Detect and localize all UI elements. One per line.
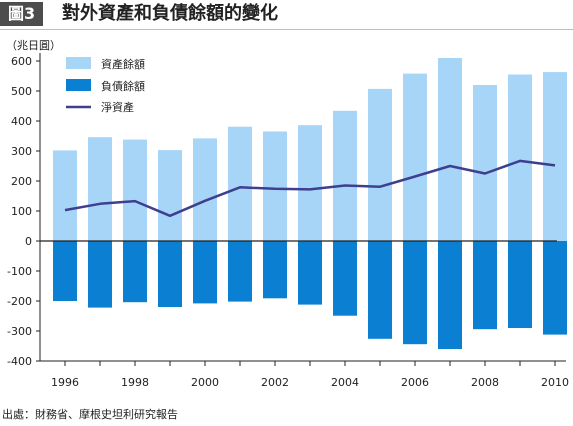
- liability-bar: [333, 241, 357, 316]
- liability-bar: [403, 241, 427, 345]
- legend-swatch-assets: [66, 57, 91, 69]
- asset-bar: [193, 138, 217, 241]
- x-tick-label: 2002: [261, 376, 289, 389]
- y-tick-label: 0: [25, 235, 32, 248]
- y-tick-label: 400: [11, 115, 32, 128]
- y-tick-label: -200: [7, 295, 32, 308]
- liability-bar: [368, 241, 392, 339]
- x-tick-label: 2010: [541, 376, 569, 389]
- x-tick-label: 1998: [121, 376, 149, 389]
- y-tick-label: -300: [7, 325, 32, 338]
- y-tick-label: -100: [7, 265, 32, 278]
- liability-bar: [438, 241, 462, 349]
- asset-bar: [368, 88, 392, 242]
- y-tick-label: 100: [11, 205, 32, 218]
- liability-bar: [263, 241, 287, 299]
- asset-bar: [543, 72, 567, 241]
- x-tick-label: 2000: [191, 376, 219, 389]
- y-tick-label: -400: [7, 355, 32, 368]
- legend-label-net: 淨資產: [101, 100, 134, 114]
- asset-bar: [438, 58, 462, 241]
- y-tick-label: 300: [11, 145, 32, 158]
- y-axis-unit-label: （兆日圓）: [6, 39, 61, 52]
- x-tick-label: 2004: [331, 376, 359, 389]
- asset-bar: [508, 74, 532, 241]
- asset-bar: [228, 126, 252, 241]
- liability-bar: [473, 241, 497, 330]
- y-tick-label: 600: [11, 55, 32, 68]
- liability-bar: [298, 241, 322, 305]
- x-tick-label: 2006: [401, 376, 429, 389]
- header-divider: [0, 29, 573, 30]
- asset-bar: [88, 137, 112, 241]
- asset-bar: [123, 139, 147, 241]
- liability-bar: [543, 241, 567, 335]
- asset-bar: [53, 150, 77, 241]
- net-assets-line: [64, 159, 556, 218]
- liability-bar: [88, 241, 112, 308]
- asset-bar: [263, 131, 287, 241]
- figure-number-badge: 圖3: [0, 2, 44, 26]
- asset-bar: [158, 150, 182, 241]
- legend-label-liabilities: 負債餘額: [101, 79, 145, 93]
- liability-bar: [53, 241, 77, 301]
- liability-bar: [508, 241, 532, 328]
- asset-bar: [298, 125, 322, 241]
- liability-bar: [228, 241, 252, 302]
- x-tick-label: 2008: [471, 376, 499, 389]
- legend-swatch-liabilities: [66, 79, 91, 91]
- asset-bar: [473, 85, 497, 241]
- y-tick-label: 500: [11, 85, 32, 98]
- liability-bar: [193, 241, 217, 304]
- legend-label-assets: 資產餘額: [101, 57, 145, 71]
- asset-bar: [333, 110, 357, 241]
- figure-header: 圖3 對外資產和負債餘額的變化: [0, 0, 573, 30]
- y-tick-label: 200: [11, 175, 32, 188]
- figure-title: 對外資產和負債餘額的變化: [62, 3, 278, 24]
- x-tick-label: 1996: [51, 376, 79, 389]
- source-note: 出處：財務省、摩根史坦利研究報告: [2, 408, 178, 421]
- asset-bar: [403, 73, 427, 241]
- liability-bar: [123, 241, 147, 303]
- liability-bar: [158, 241, 182, 307]
